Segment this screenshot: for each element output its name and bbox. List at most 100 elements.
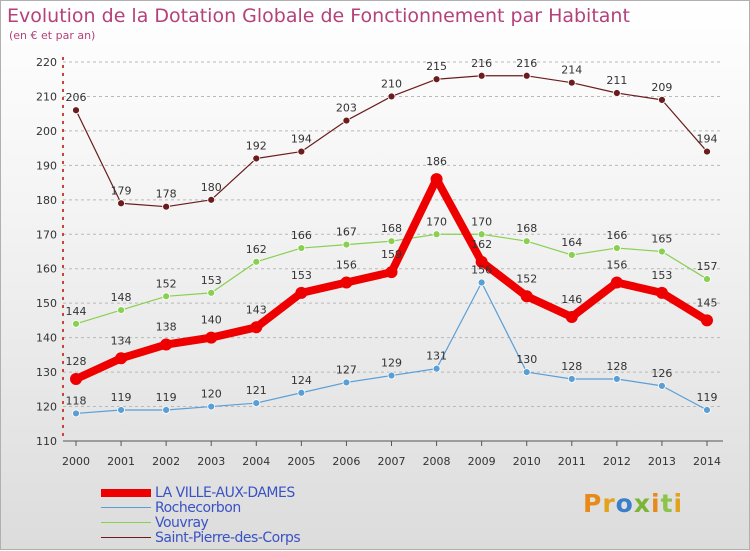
data-label-saint-pierre-des-corps: 194 [697,133,718,146]
x-tick-label: 2011 [558,455,586,468]
data-label-rochecorbon: 126 [651,367,672,380]
data-label-saint-pierre-des-corps: 211 [606,74,627,87]
data-point-rochecorbon [703,406,711,414]
x-tick-label: 2007 [378,455,406,468]
data-point-vouvray [387,237,396,246]
data-point-saint-pierre-des-corps [297,147,306,156]
data-point-saint-pierre-des-corps [117,199,125,208]
legend-label: Vouvray [155,514,209,531]
data-point-vouvray [207,288,216,297]
data-point-vouvray [567,251,576,259]
data-label-saint-pierre-des-corps: 209 [651,81,672,94]
data-label-rochecorbon: 127 [336,363,357,376]
data-label-rochecorbon: 119 [156,391,177,404]
data-label-la-ville-aux-dames: 152 [516,272,537,285]
chart-legend: LA VILLE-AUX-DAMES Rochecorbon Vouvray Sain… [101,485,301,546]
data-point-vouvray [477,230,486,239]
data-point-la-ville-aux-dames [701,314,713,327]
data-label-saint-pierre-des-corps: 203 [336,102,357,115]
x-tick-label: 2002 [152,455,180,468]
data-point-saint-pierre-des-corps [252,154,261,163]
y-tick-label: 140 [36,332,57,345]
y-tick-label: 130 [36,366,57,379]
y-tick-label: 200 [36,125,57,138]
x-tick-label: 2013 [648,455,676,468]
logo-letter: x [633,489,651,518]
data-point-saint-pierre-des-corps [162,202,171,211]
y-tick-label: 110 [36,435,57,448]
logo-letter: P [583,489,603,518]
data-point-saint-pierre-des-corps [567,78,576,87]
data-label-vouvray: 153 [201,274,222,287]
y-tick-label: 210 [36,90,57,103]
data-label-la-ville-aux-dames: 145 [697,296,718,309]
data-label-la-ville-aux-dames: 134 [111,334,132,347]
data-label-saint-pierre-des-corps: 180 [201,181,222,194]
data-label-vouvray: 168 [516,222,537,235]
y-tick-label: 170 [36,228,57,241]
data-point-saint-pierre-des-corps [703,147,711,156]
x-tick-label: 2003 [197,455,225,468]
data-point-la-ville-aux-dames [385,266,398,279]
legend-swatch [101,536,151,539]
data-point-saint-pierre-des-corps [432,75,441,84]
x-tick-label: 2008 [423,455,451,468]
data-label-vouvray: 166 [291,229,312,242]
data-label-saint-pierre-des-corps: 210 [381,77,402,90]
legend-label: Saint-Pierre-des-Corps [155,529,301,546]
data-label-rochecorbon: 118 [66,394,87,407]
data-label-rochecorbon: 130 [516,353,537,366]
data-point-saint-pierre-des-corps [477,71,486,80]
data-point-rochecorbon [72,409,80,418]
x-tick-label: 2000 [62,455,90,468]
x-tick-label: 2009 [468,455,496,468]
data-point-vouvray [432,230,441,239]
data-point-vouvray [703,275,711,283]
data-point-rochecorbon [432,364,441,373]
logo-letter: t [660,489,674,518]
data-label-la-ville-aux-dames: 162 [471,238,492,251]
data-point-vouvray [297,244,306,252]
data-label-rochecorbon: 156 [471,264,492,277]
data-label-la-ville-aux-dames: 143 [246,303,267,316]
data-point-rochecorbon [658,381,666,390]
data-label-vouvray: 144 [66,305,87,318]
data-label-la-ville-aux-dames: 186 [426,155,447,168]
legend-item-la-ville-aux-dames: LA VILLE-AUX-DAMES [101,485,300,501]
logo-letter: i [673,489,684,518]
y-tick-label: 160 [36,263,57,276]
logo-letter: o [615,489,634,518]
data-point-rochecorbon [387,371,396,380]
x-tick-label: 2012 [603,455,631,468]
data-label-saint-pierre-des-corps: 178 [156,188,177,201]
data-label-rochecorbon: 121 [246,384,267,397]
data-point-vouvray [162,292,171,301]
data-point-vouvray [522,237,531,246]
data-point-la-ville-aux-dames [475,255,488,268]
data-point-rochecorbon [252,399,261,408]
data-label-vouvray: 162 [246,243,267,256]
data-label-la-ville-aux-dames: 159 [381,248,402,261]
data-label-vouvray: 157 [697,260,718,273]
data-label-rochecorbon: 128 [561,360,582,373]
legend-swatch [101,521,151,524]
data-label-saint-pierre-des-corps: 216 [516,57,537,70]
data-point-vouvray [612,244,621,252]
y-tick-label: 120 [36,401,57,414]
x-tick-label: 2001 [107,455,135,468]
data-point-la-ville-aux-dames [295,286,308,299]
data-label-rochecorbon: 124 [291,374,312,387]
data-label-rochecorbon: 119 [111,391,132,404]
data-point-rochecorbon [207,402,216,411]
data-point-vouvray [72,319,80,328]
data-point-la-ville-aux-dames [205,331,218,344]
data-point-la-ville-aux-dames [655,286,668,299]
data-point-rochecorbon [522,368,531,376]
data-label-la-ville-aux-dames: 140 [201,314,222,327]
x-tick-label: 2004 [242,455,270,468]
logo-letter: i [651,489,661,518]
data-label-rochecorbon: 129 [381,357,402,370]
data-label-vouvray: 165 [651,233,672,246]
